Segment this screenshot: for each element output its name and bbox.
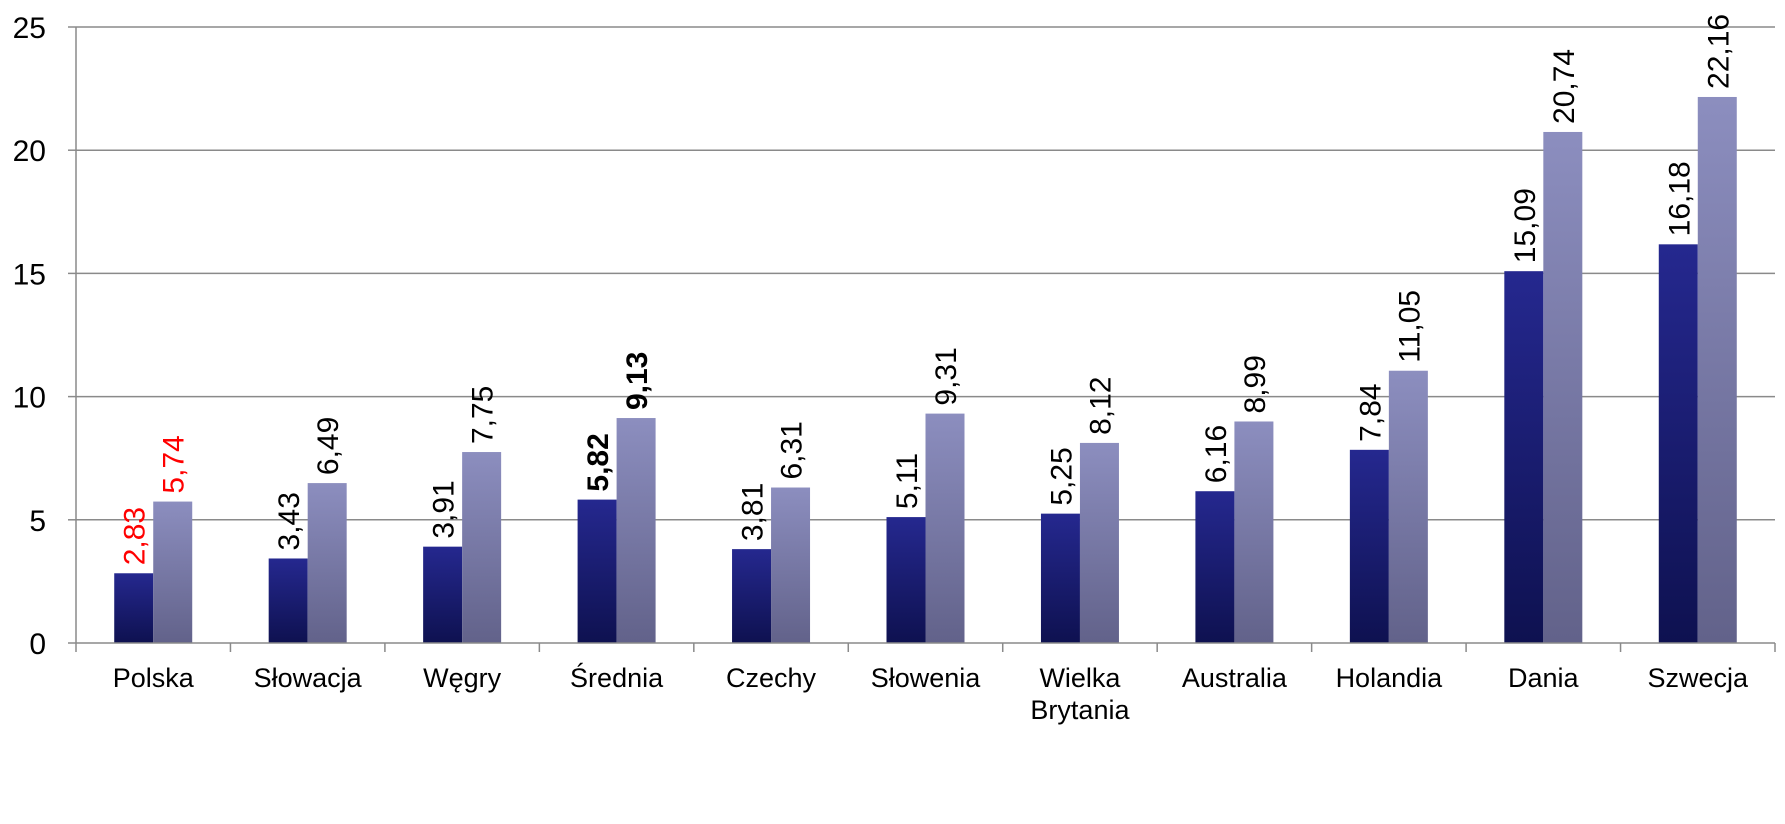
- data-label-series1-5: 5,11: [891, 453, 924, 509]
- bar-series1-8: [1349, 449, 1389, 643]
- data-label-series2-3: 9,13: [621, 352, 654, 410]
- x-axis: Polska Słowacja Węgry Średnia Czechy Słowenia…: [75, 642, 1776, 725]
- x-category-label-line: Szwecja: [1647, 663, 1749, 693]
- bar-series2-3: [616, 418, 656, 643]
- data-label-series2-4: 6,31: [776, 421, 809, 479]
- bar-series1-0: [114, 573, 154, 643]
- bar-series2-8: [1388, 370, 1428, 643]
- y-tick-label: 10: [13, 382, 46, 415]
- x-category-label: Holandia: [1336, 663, 1444, 693]
- bar-series2-9: [1543, 131, 1583, 643]
- x-category-label-line: Węgry: [423, 663, 502, 693]
- data-label-series1-6: 5,25: [1045, 447, 1078, 505]
- data-label-series1-7: 6,16: [1200, 425, 1233, 483]
- bar-series1-3: [577, 499, 617, 643]
- bar-series1-10: [1658, 244, 1698, 643]
- bar-series2-4: [771, 487, 811, 643]
- y-tick-label: 5: [29, 505, 46, 538]
- data-label-series1-1: 3,43: [273, 492, 306, 550]
- data-label-series1-4: 3,81: [737, 483, 770, 541]
- bar-series2-0: [153, 501, 193, 643]
- x-category-label: Australia: [1182, 663, 1288, 693]
- x-category-label-line: Średnia: [570, 661, 664, 693]
- x-category-label: Słowenia: [871, 663, 982, 693]
- bar-series2-2: [462, 452, 502, 643]
- x-category-label: Słowacja: [254, 663, 363, 693]
- bar-series1-2: [423, 546, 463, 643]
- data-label-series2-1: 6,49: [312, 417, 345, 475]
- data-label-series2-6: 8,12: [1084, 377, 1117, 435]
- data-label-series1-9: 15,09: [1509, 188, 1542, 263]
- x-category-label-line: Holandia: [1336, 663, 1444, 693]
- y-tick-label: 15: [13, 258, 46, 291]
- x-category-label-line: Dania: [1508, 663, 1580, 693]
- bar-series2-7: [1234, 421, 1274, 643]
- bar-series2-1: [307, 483, 347, 643]
- y-tick-label: 20: [13, 135, 46, 168]
- data-label-series1-2: 3,91: [428, 480, 461, 538]
- y-tick-label: 0: [29, 628, 46, 661]
- x-category-label-line: Czechy: [726, 663, 817, 693]
- x-category-label-line: Polska: [113, 663, 195, 693]
- y-tick-label: 25: [13, 12, 46, 45]
- x-category-label: Wielka Brytania: [1030, 663, 1130, 725]
- data-label-series1-3: 5,82: [582, 433, 615, 491]
- x-category-label: Średnia: [570, 661, 664, 693]
- bar-series1-7: [1195, 491, 1235, 643]
- data-label-series2-8: 11,05: [1393, 290, 1426, 363]
- bar-series1-4: [732, 549, 772, 643]
- x-category-label: Polska: [113, 663, 195, 693]
- data-label-series2-7: 8,99: [1239, 355, 1272, 413]
- bar-series1-5: [886, 517, 926, 643]
- bar-series1-6: [1040, 513, 1080, 643]
- bar-series1-9: [1504, 271, 1544, 643]
- data-label-series1-8: 7,84: [1354, 383, 1387, 441]
- x-category-label: Szwecja: [1647, 663, 1749, 693]
- data-label-series2-10: 22,16: [1702, 14, 1735, 89]
- bar-series2-10: [1697, 96, 1737, 643]
- data-label-series1-0: 2,83: [119, 507, 152, 565]
- bar-series2-5: [925, 413, 965, 643]
- data-label-series2-9: 20,74: [1548, 49, 1581, 124]
- data-label-series1-10: 16,18: [1663, 161, 1696, 236]
- y-axis-labels: 0 5 10 15 20 25: [13, 12, 46, 661]
- x-category-label: Dania: [1508, 663, 1580, 693]
- x-category-label-line: Australia: [1182, 663, 1288, 693]
- bar-series1-1: [268, 558, 308, 643]
- x-category-label-line: Słowacja: [254, 663, 363, 693]
- data-labels: 2,835,74 3,436,49 3,91 7,75 5,829,13 3,816,31…: [119, 14, 1736, 565]
- gridlines: [68, 26, 1775, 644]
- x-category-label-line: Brytania: [1030, 695, 1130, 725]
- data-label-series2-0: 5,74: [158, 435, 191, 493]
- data-label-series2-5: 9,31: [930, 347, 963, 405]
- bar-series2-6: [1079, 442, 1119, 643]
- x-category-label-line: Słowenia: [871, 663, 982, 693]
- data-label-series2-2: 7,75: [467, 386, 500, 444]
- x-category-label: Węgry: [423, 663, 502, 693]
- x-category-label: Czechy: [726, 663, 817, 693]
- x-category-label-line: Wielka: [1039, 663, 1121, 693]
- bars: [114, 96, 1737, 643]
